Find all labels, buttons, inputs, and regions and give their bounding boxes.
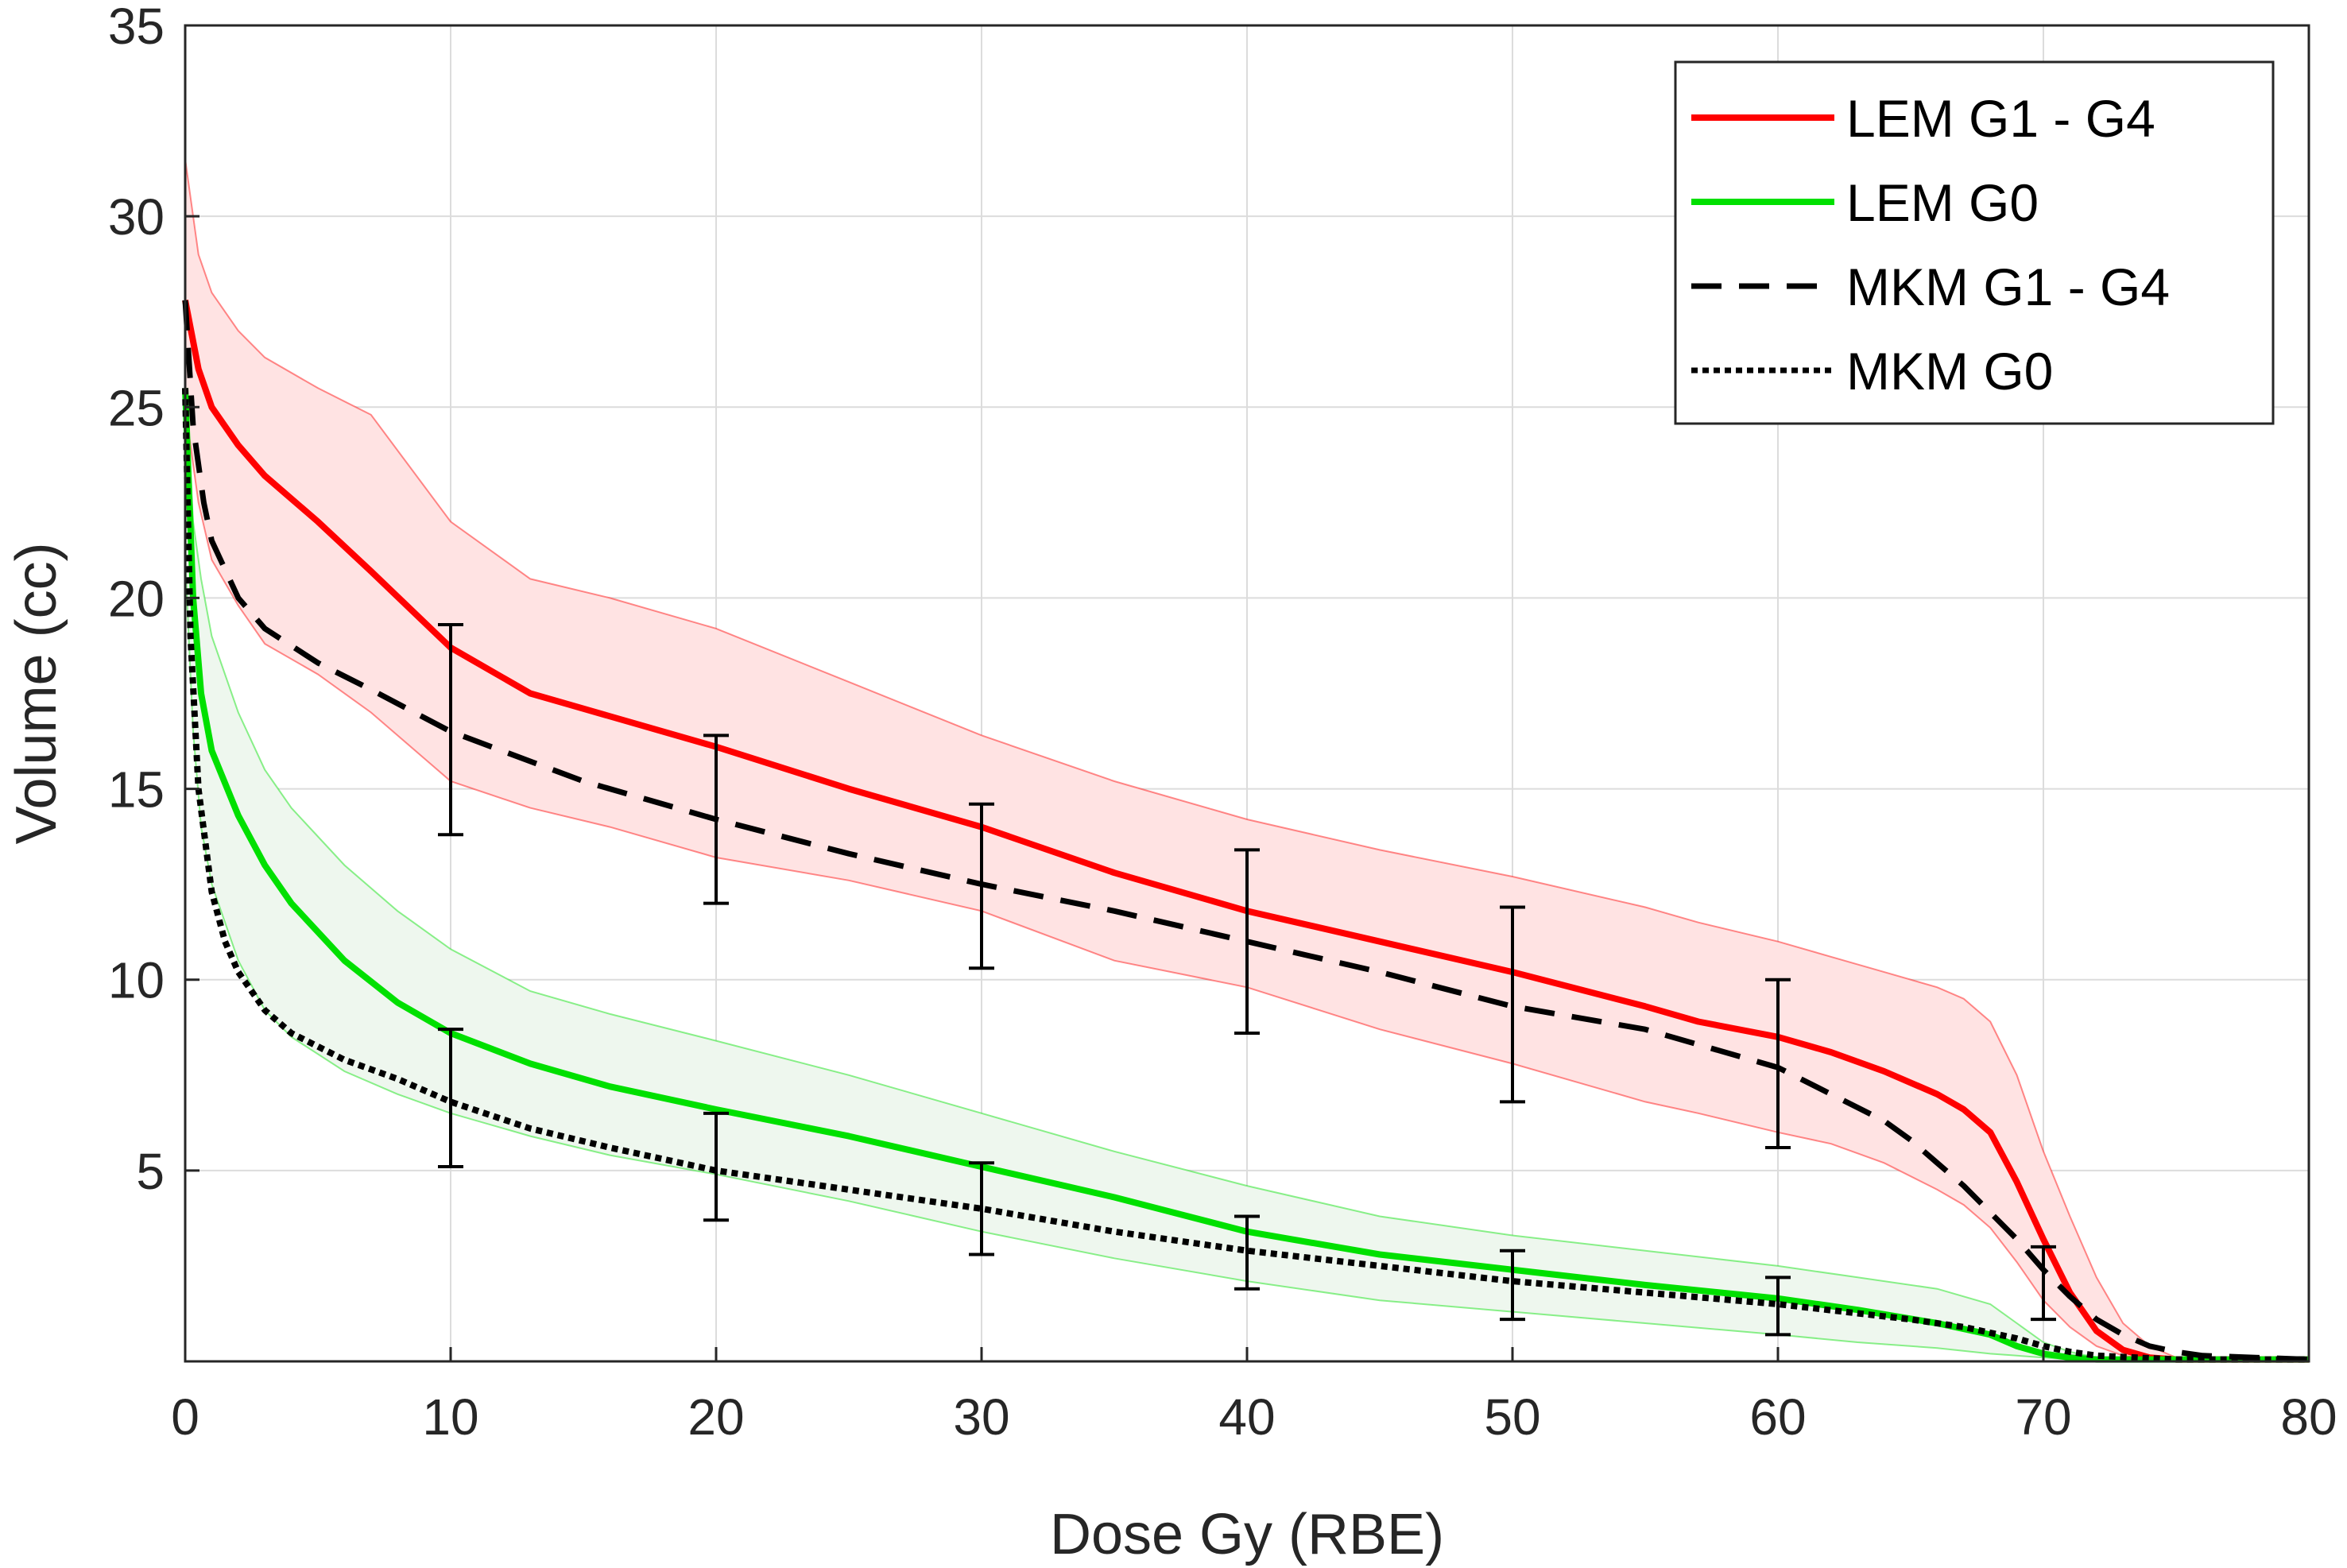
- x-axis-title: Dose Gy (RBE): [1050, 1503, 1444, 1566]
- error-bar: [703, 734, 729, 905]
- y-axis-title: Volume (cc): [5, 542, 68, 844]
- error-bar: [2031, 1245, 2056, 1322]
- error-bar: [1765, 978, 1791, 1150]
- x-tick-label: 40: [1218, 1388, 1275, 1446]
- legend-label: LEM G0: [1846, 173, 2039, 232]
- legend-entry: LEM G1 - G4: [1691, 89, 2155, 148]
- error-bar: [969, 802, 994, 970]
- y-tick-label: 35: [108, 0, 165, 55]
- error-bar: [438, 1028, 463, 1169]
- y-tick-label: 25: [108, 379, 165, 436]
- x-tick-label: 20: [687, 1388, 744, 1446]
- axes: [184, 24, 2310, 1363]
- legend-entry: MKM G1 - G4: [1691, 257, 2170, 316]
- x-tick-label: 30: [953, 1388, 1009, 1446]
- band-upper-line: [184, 388, 2309, 1361]
- error-bar: [703, 1111, 729, 1222]
- series-line: [182, 388, 2309, 1363]
- x-tick-label: 50: [1484, 1388, 1540, 1446]
- legend-label: LEM G1 - G4: [1846, 89, 2155, 148]
- x-tick-label: 10: [422, 1388, 478, 1446]
- x-tick-label: 0: [171, 1388, 199, 1446]
- error-bar: [969, 1161, 994, 1256]
- error-bar: [1500, 905, 1525, 1104]
- legend-box: [1674, 60, 2275, 425]
- error-bar: [1500, 1249, 1525, 1322]
- error-bars: [438, 623, 2056, 1337]
- y-tick-label: 10: [108, 952, 165, 1009]
- y-tick-label: 5: [136, 1143, 165, 1200]
- legend-label: MKM G0: [1846, 342, 2053, 401]
- legend: LEM G1 - G4 LEM G0 MKM G1 - G4 MKM G0: [1674, 60, 2275, 425]
- x-tick-label: 60: [1749, 1388, 1806, 1446]
- x-tick-label: 70: [2015, 1388, 2071, 1446]
- band-upper-line: [184, 158, 2310, 1361]
- series-line: [182, 388, 2309, 1363]
- y-tick-label: 20: [108, 570, 165, 627]
- error-bar: [1234, 1214, 1260, 1291]
- error-bar: [1234, 848, 1260, 1035]
- x-tick-label: 80: [2280, 1388, 2337, 1446]
- tick-labels: 0 10 20 30 40 50 60 70 80 5 10 15 20 25 30 35: [108, 0, 2337, 1446]
- legend-label: MKM G1 - G4: [1846, 257, 2170, 316]
- y-tick-label: 15: [108, 761, 165, 819]
- error-bar: [1765, 1276, 1791, 1337]
- y-tick-label: 30: [108, 188, 165, 246]
- legend-entry: MKM G0: [1691, 342, 2053, 401]
- legend-entry: LEM G0: [1691, 173, 2039, 232]
- error-bar: [438, 623, 463, 837]
- series-line: [182, 300, 2310, 1363]
